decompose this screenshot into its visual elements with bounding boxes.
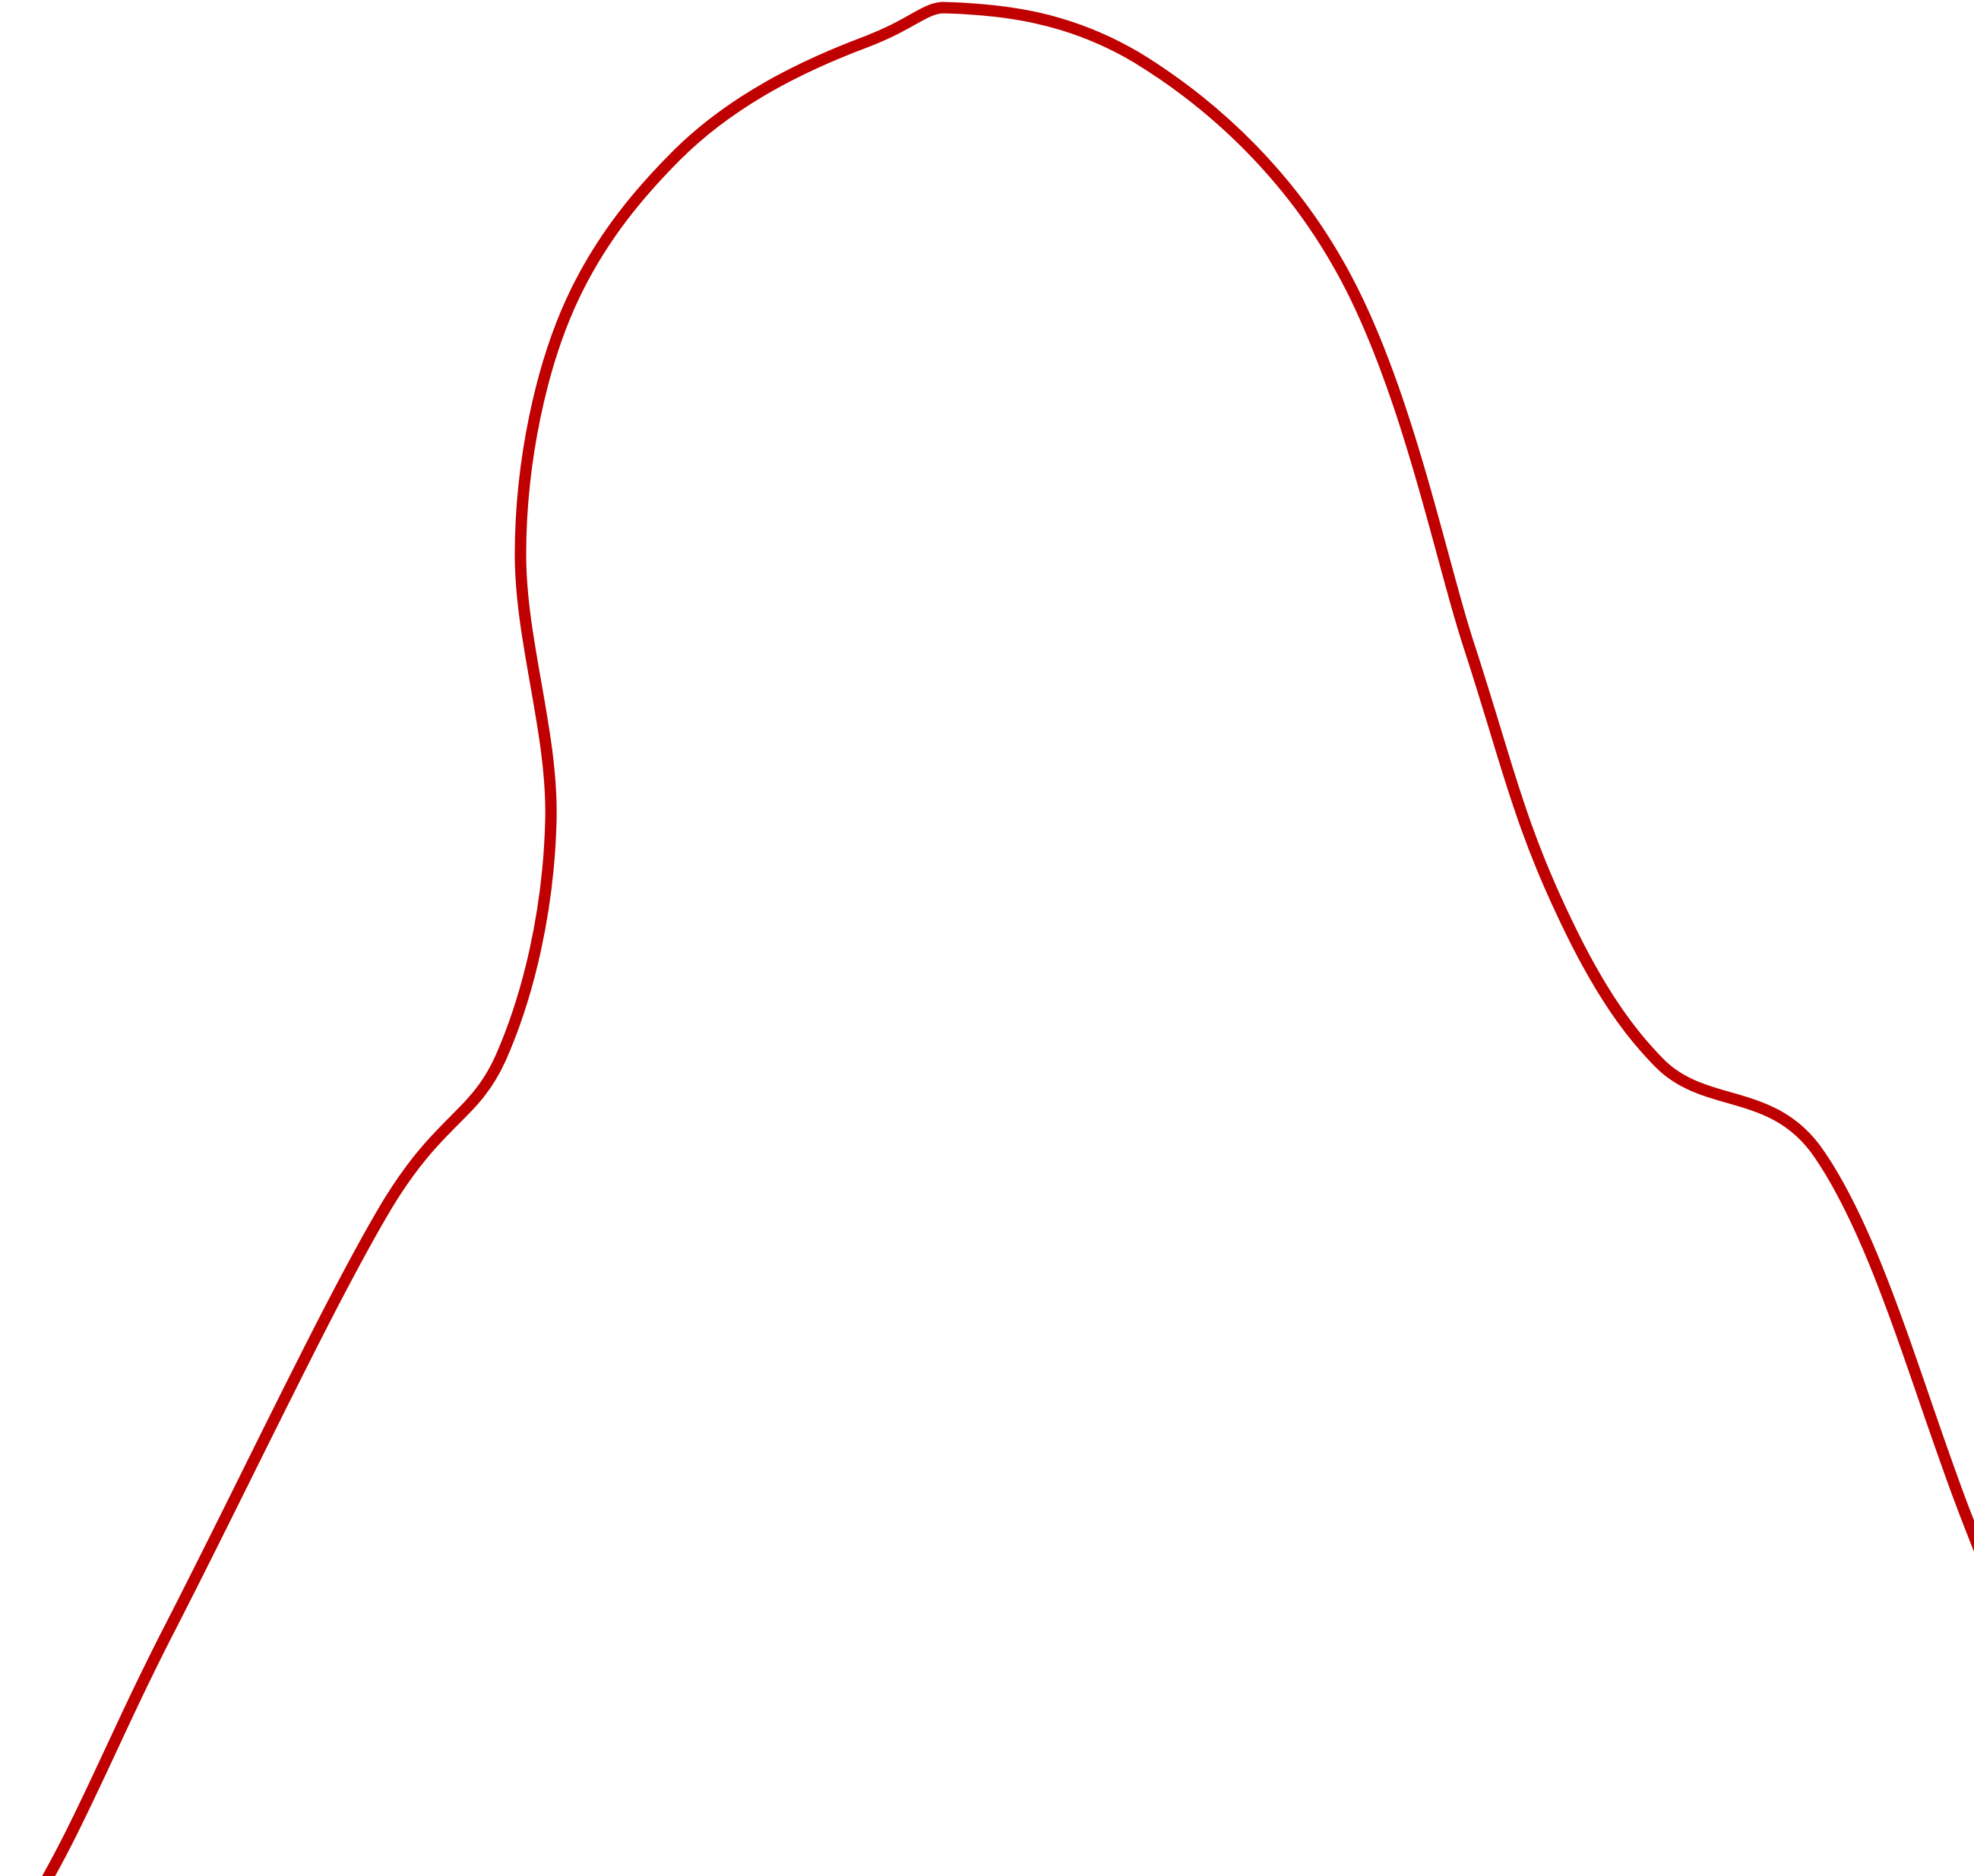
freeform-outline-shape	[42, 2, 1974, 1876]
